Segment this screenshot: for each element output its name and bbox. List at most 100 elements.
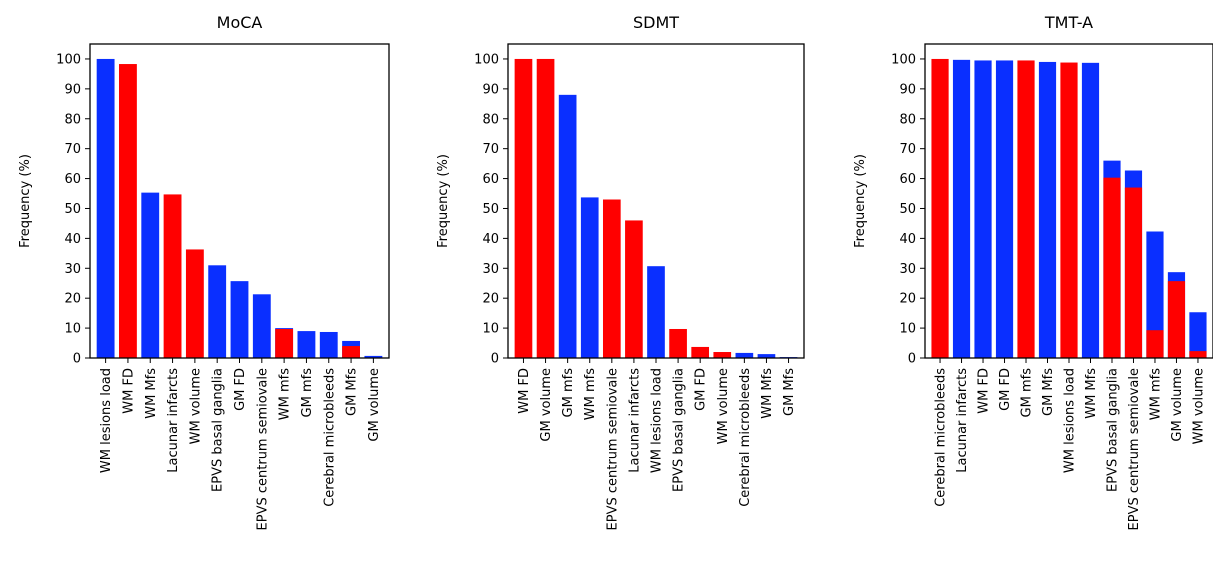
bar-1-2-0 (558, 94, 577, 358)
x-tick-label: EPVS centrum semiovale (605, 368, 620, 530)
bar-1-1-1 (536, 58, 555, 358)
x-tick-label: WM mfs (583, 368, 598, 420)
x-tick-label: Cerebral microbleeds (322, 368, 337, 507)
bar-0-8-1 (275, 328, 294, 358)
y-tick-label: 10 (482, 322, 499, 337)
y-tick-label: 70 (64, 142, 81, 157)
y-tick-label: 40 (482, 232, 499, 247)
y-tick-label: 70 (482, 142, 499, 157)
x-tick-label: WM lesions load (99, 368, 114, 473)
bar-1-6-0 (647, 266, 665, 358)
x-tick-label: WM mfs (278, 368, 293, 420)
bar-1-5-1 (625, 220, 643, 358)
y-tick-label: 60 (64, 172, 81, 187)
bar-0-9-0 (297, 331, 316, 358)
x-tick-label: WM Mfs (1084, 368, 1099, 419)
x-tick-label: GM volume (367, 368, 382, 442)
bar-2-10-1 (1146, 330, 1164, 358)
x-tick-label: Lacunar infarcts (627, 368, 642, 473)
chart-title: MoCA (217, 13, 263, 32)
y-tick-label: 60 (482, 172, 499, 187)
bar-0-10-0 (319, 331, 338, 358)
bar-1-10-0 (735, 352, 754, 358)
x-tick-label: WM lesions load (650, 368, 665, 473)
y-tick-label: 90 (64, 82, 81, 97)
x-tick-label: Lacunar infarcts (955, 368, 970, 473)
y-tick-label: 90 (899, 82, 916, 97)
x-tick-label: WM volume (1191, 368, 1206, 444)
y-tick-label: 70 (899, 142, 916, 157)
y-tick-label: 100 (56, 52, 81, 67)
y-tick-label: 40 (64, 232, 81, 247)
bar-2-8-1 (1103, 177, 1121, 358)
y-tick-label: 50 (64, 202, 81, 217)
y-tick-label: 80 (64, 112, 81, 127)
x-tick-label: GM FD (694, 368, 709, 411)
x-tick-label: Cerebral microbleeds (934, 368, 949, 507)
x-tick-label: GM volume (1170, 368, 1185, 442)
bar-2-4-1 (1017, 60, 1035, 358)
x-tick-label: WM volume (716, 368, 731, 444)
bar-0-3-1 (163, 194, 182, 358)
x-tick-label: EPVS centrum semiovale (1127, 368, 1142, 530)
bar-0-11-1 (342, 346, 360, 358)
bar-2-10-0 (1146, 231, 1164, 358)
y-tick-label: 20 (64, 292, 81, 307)
bar-1-4-1 (602, 199, 621, 358)
x-tick-label: WM Mfs (760, 368, 775, 419)
bar-1-3-0 (580, 197, 599, 358)
bar-0-1-1 (119, 64, 137, 358)
x-tick-label: GM mfs (1020, 368, 1035, 418)
bar-2-11-1 (1167, 281, 1186, 358)
bar-0-0-0 (96, 58, 115, 358)
y-tick-label: 30 (64, 262, 81, 277)
y-tick-label: 0 (491, 352, 499, 367)
y-tick-label: 20 (482, 292, 499, 307)
y-tick-label: 0 (73, 352, 81, 367)
x-tick-label: GM Mfs (345, 368, 360, 416)
y-tick-label: 50 (899, 202, 916, 217)
x-tick-label: GM Mfs (1041, 368, 1056, 416)
bar-0-2-0 (141, 192, 160, 358)
x-tick-label: Cerebral microbleeds (738, 368, 753, 507)
bar-0-12-0 (364, 355, 383, 358)
bar-0-5-0 (208, 265, 227, 358)
x-tick-label: GM mfs (561, 368, 576, 418)
bar-2-12-0 (1189, 312, 1207, 358)
x-tick-label: EPVS centrum semiovale (255, 368, 270, 530)
y-tick-label: 10 (64, 322, 81, 337)
y-axis-label: Frequency (%) (18, 154, 33, 248)
y-tick-label: 0 (908, 352, 916, 367)
x-tick-label: WM FD (121, 368, 136, 414)
x-tick-label: EPVS basal ganglia (672, 368, 687, 492)
x-tick-label: WM FD (977, 368, 992, 414)
x-tick-label: WM volume (188, 368, 203, 444)
y-tick-label: 10 (899, 322, 916, 337)
x-tick-label: EPVS basal ganglia (1105, 368, 1120, 492)
bar-1-11-0 (757, 354, 776, 358)
x-tick-label: GM volume (539, 368, 554, 442)
y-tick-label: 30 (482, 262, 499, 277)
bar-2-7-0 (1081, 62, 1100, 359)
chart-title: SDMT (633, 13, 679, 32)
bar-0-7-0 (252, 294, 271, 358)
bar-2-9-1 (1124, 187, 1143, 358)
y-tick-label: 20 (899, 292, 916, 307)
x-tick-label: GM FD (233, 368, 248, 411)
bar-2-1-0 (952, 59, 971, 358)
bar-2-5-0 (1038, 61, 1057, 358)
bar-2-12-1 (1189, 351, 1207, 358)
chart-title: TMT-A (1044, 13, 1093, 32)
y-tick-label: 30 (899, 262, 916, 277)
bar-0-6-0 (230, 281, 249, 358)
x-tick-label: EPVS basal ganglia (211, 368, 226, 492)
y-tick-label: 40 (899, 232, 916, 247)
x-tick-label: WM mfs (1148, 368, 1163, 420)
x-tick-label: GM FD (998, 368, 1013, 411)
y-tick-label: 100 (474, 52, 499, 67)
bar-1-9-1 (713, 352, 732, 358)
bar-2-2-0 (974, 60, 992, 358)
x-tick-label: WM lesions load (1063, 368, 1078, 473)
x-tick-label: Lacunar infarcts (166, 368, 181, 473)
